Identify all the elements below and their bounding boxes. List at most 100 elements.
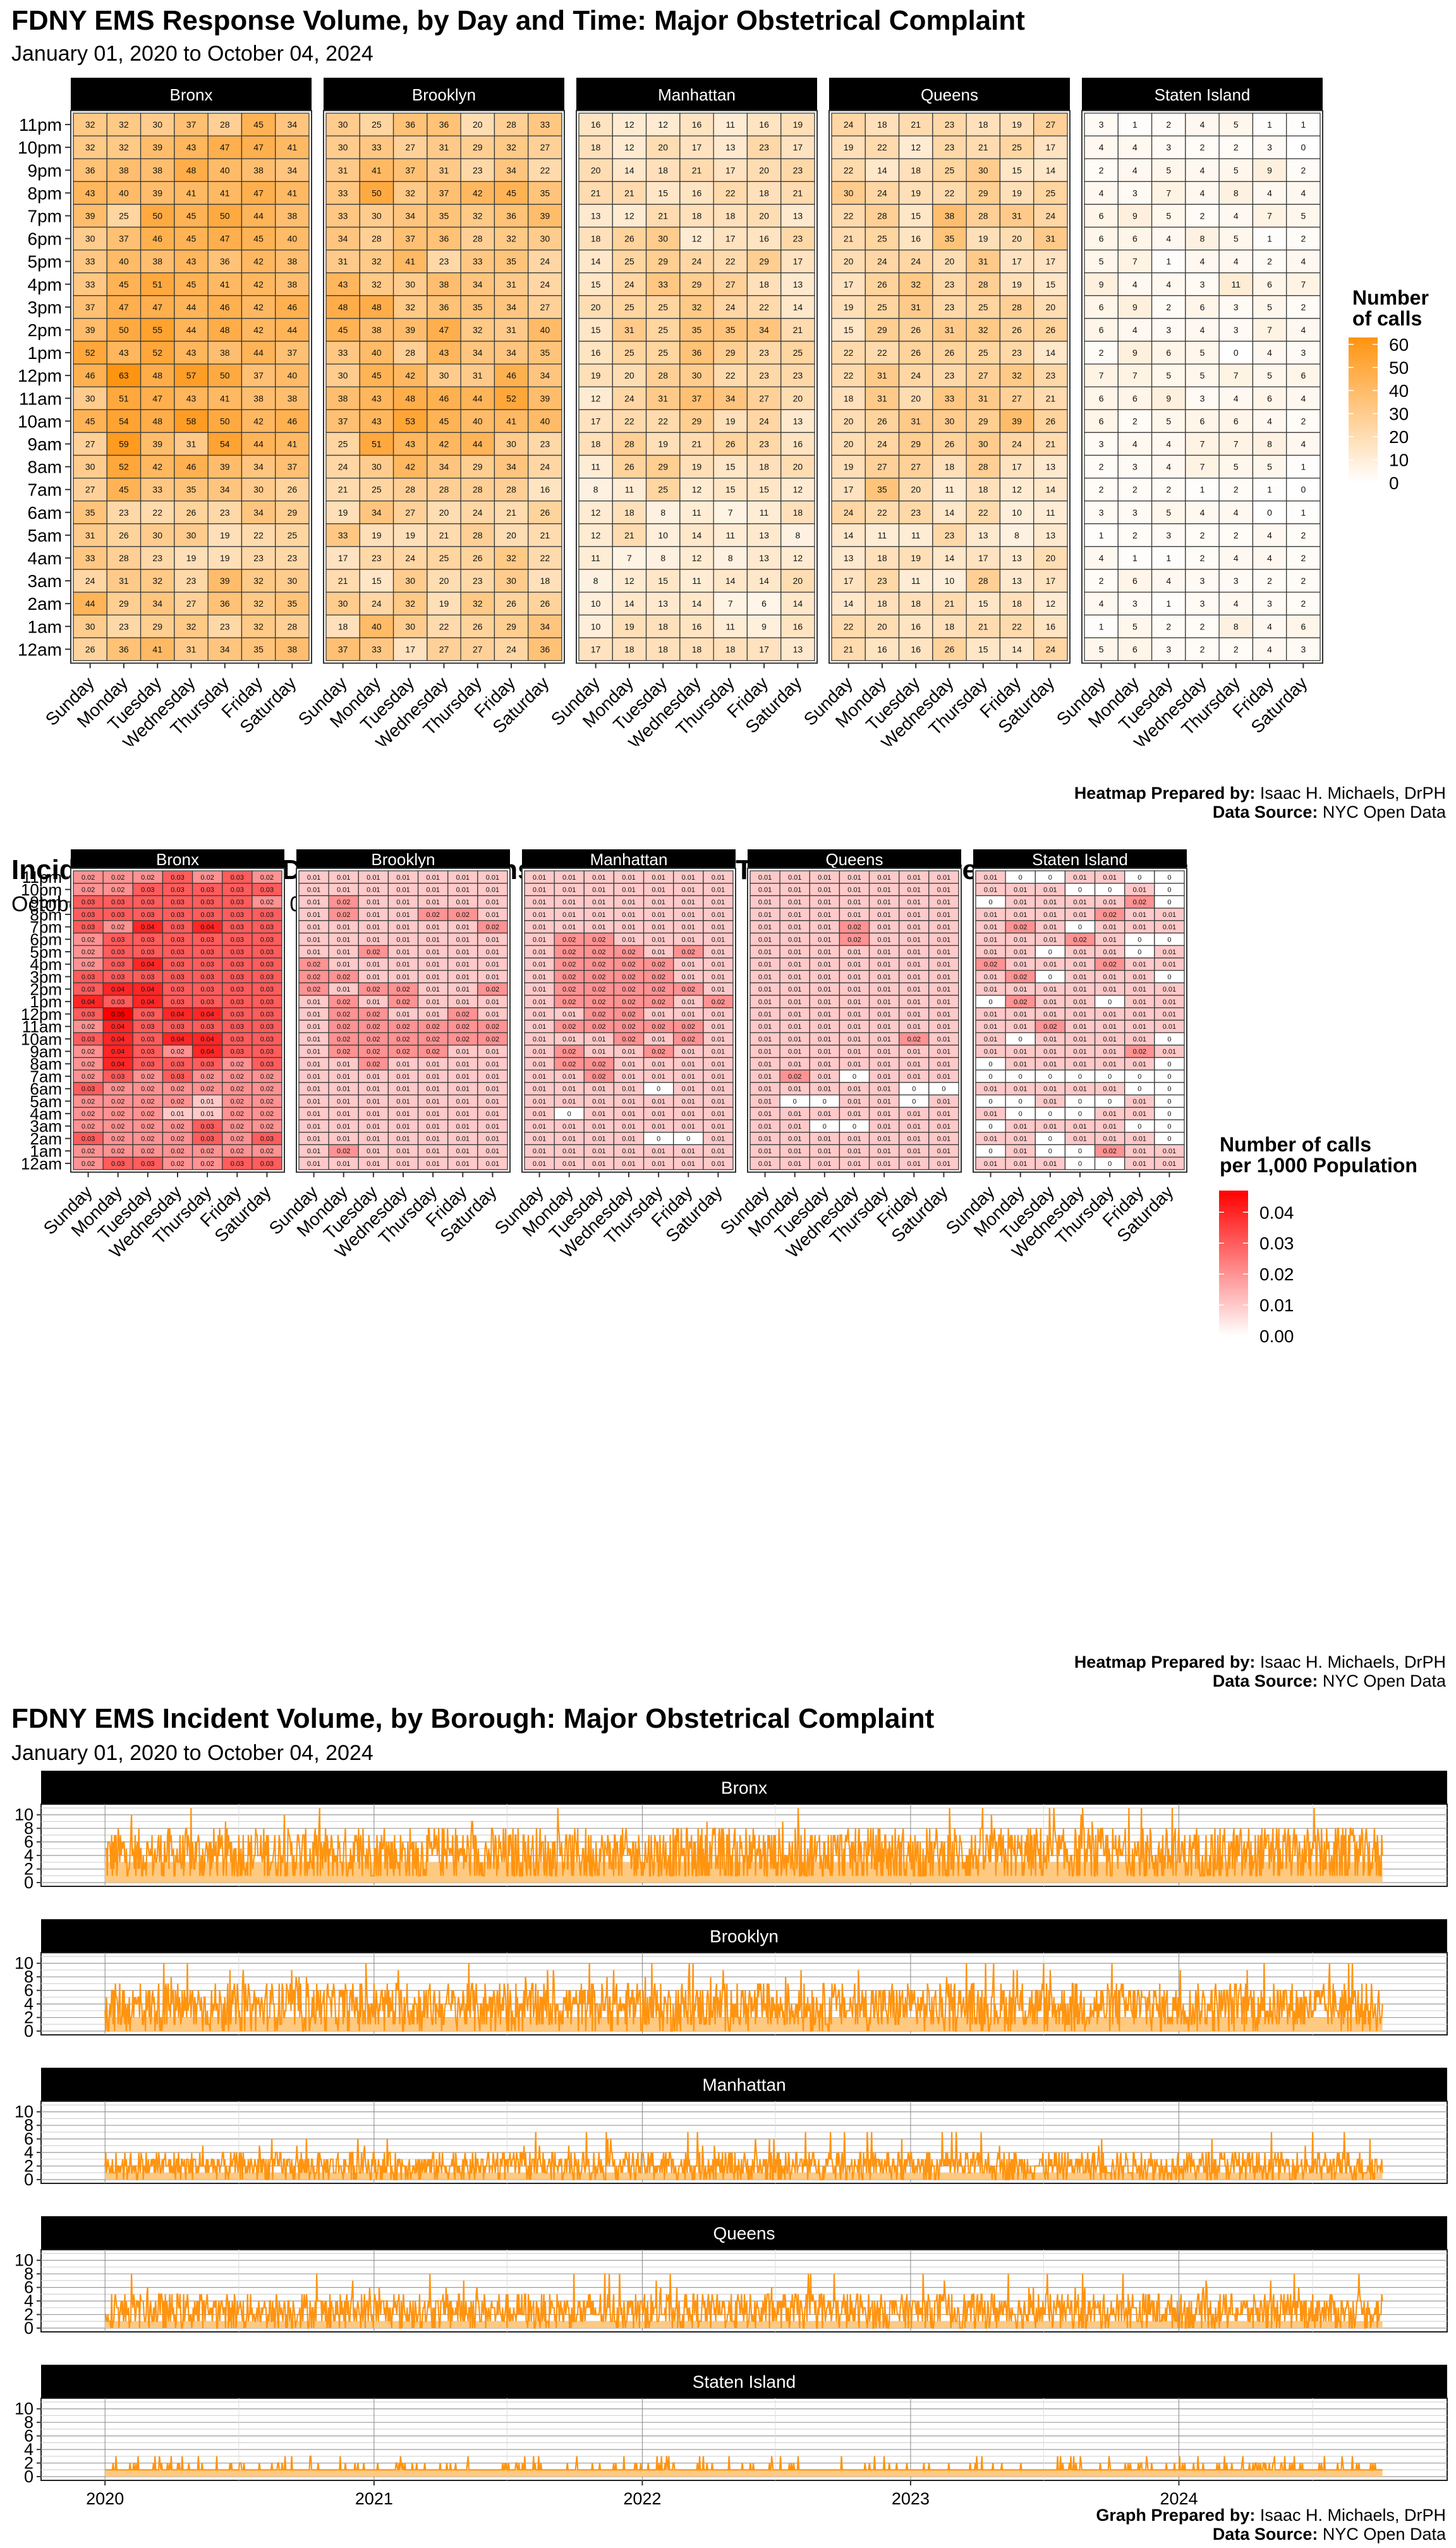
cell-value: 24 (85, 576, 95, 586)
cell-value: 0.01 (652, 1060, 665, 1068)
cell-value: 0.01 (1163, 924, 1176, 931)
heatmap-cell (140, 272, 175, 296)
cell-value: 0.01 (847, 949, 861, 956)
cell-value: 45 (253, 234, 264, 244)
cell-value: 0.03 (260, 1011, 274, 1019)
cell-value: 0.02 (141, 1073, 154, 1081)
cell-value: 0.03 (231, 924, 244, 931)
cell-value: 34 (759, 325, 769, 335)
cell-value: 3 (1132, 598, 1138, 609)
cell-value: 0.02 (622, 1011, 635, 1019)
cell-value: 0 (942, 1086, 945, 1093)
cell-value: 7 (1099, 370, 1104, 380)
heatmap-cell (275, 614, 310, 638)
heatmap-cell (392, 135, 428, 159)
cell-value: 0.03 (200, 998, 214, 1006)
cell-value: 0.02 (260, 1073, 274, 1081)
cell-value: 20 (591, 165, 601, 175)
cell-value: 2 (1301, 530, 1306, 540)
cell-value: 0.01 (337, 1073, 350, 1081)
cell-value: 20 (624, 370, 634, 380)
cell-value: 0.02 (260, 1110, 274, 1118)
cell-value: 17 (978, 553, 988, 563)
cell-value: 2 (1132, 416, 1138, 426)
cell-value: 0 (1048, 1110, 1052, 1118)
cell-value: 30 (506, 576, 516, 586)
cell-value: 46 (288, 416, 298, 426)
cell-value: 35 (725, 325, 736, 335)
heatmap-cell (460, 363, 495, 387)
cell-value: 0.01 (396, 973, 410, 981)
cell-value: 0.02 (367, 1036, 380, 1043)
cell-value: 41 (186, 188, 197, 198)
cell-value: 40 (540, 325, 550, 335)
heatmap-cell (241, 614, 276, 638)
cell-value: 11 (591, 553, 600, 563)
cell-value: 2 (1301, 165, 1306, 175)
legend-rate: Number of calls per 1,000 Population (1220, 1134, 1417, 1176)
cell-value: 14 (1046, 165, 1056, 175)
heatmap-cell (140, 614, 175, 638)
cell-value: 0.01 (907, 973, 921, 981)
legend-title-line1: Number of calls (1220, 1133, 1372, 1156)
cell-value: 48 (220, 325, 230, 335)
cell-value: 0.02 (260, 1123, 274, 1131)
cell-value: 0.01 (877, 973, 890, 981)
heatmap-cell (106, 432, 142, 456)
cell-value: 41 (288, 142, 298, 152)
cell-value: 0.01 (367, 1098, 380, 1105)
cell-value: 2 (1099, 462, 1104, 472)
cell-value: 0.01 (984, 874, 997, 882)
cell-value: 14 (624, 598, 634, 609)
cell-value: 11 (760, 507, 769, 518)
cell-value: 2 (1132, 485, 1138, 495)
cell-value: 0.02 (337, 1036, 350, 1043)
heatmap-cell (207, 318, 243, 342)
cell-value: 29 (473, 462, 483, 472)
cell-value: 0 (1019, 1036, 1022, 1043)
cell-value: 14 (945, 553, 955, 563)
cell-value: 3 (1301, 348, 1306, 358)
cell-value: 32 (186, 621, 197, 631)
cell-value: 34 (338, 234, 348, 244)
heatmap-cell (528, 341, 562, 365)
cell-value: 8 (728, 553, 733, 563)
cell-value: 0.02 (231, 1148, 244, 1155)
area-fill (105, 2470, 1383, 2477)
heatmap-cell (241, 409, 276, 434)
cell-value: 12 (692, 485, 702, 495)
cell-value: 0.01 (592, 1036, 605, 1043)
cell-value: 0.01 (592, 1086, 605, 1093)
heatmap-cell (174, 569, 209, 593)
cell-value: 0.01 (426, 973, 439, 981)
cell-value: 0.01 (622, 1060, 635, 1068)
cell-value: 30 (152, 530, 162, 540)
cell-value: 0.01 (847, 911, 861, 919)
cell-value: 16 (692, 621, 702, 631)
strip-label: Queens (825, 850, 883, 869)
cell-value: 37 (119, 234, 129, 244)
cell-value: 0.01 (337, 1110, 350, 1118)
cell-value: 39 (540, 393, 550, 403)
cell-value: 0.01 (533, 1023, 546, 1031)
heatmap-cell (578, 386, 613, 410)
cell-value: 33 (338, 188, 348, 198)
cell-value: 0.03 (200, 936, 214, 943)
cell-value: 2 (1301, 598, 1306, 609)
y-tick-label: 8am (28, 458, 62, 477)
caption-source-value: NYC Open Data (1318, 1671, 1446, 1690)
cell-value: 0.01 (396, 1060, 410, 1068)
cell-value: 0.01 (1163, 1048, 1176, 1056)
cell-value: 0.01 (456, 973, 470, 981)
cell-value: 0.01 (622, 1123, 635, 1131)
cell-value: 31 (338, 165, 348, 175)
cell-value: 5 (1234, 165, 1239, 175)
cell-value: 0.02 (171, 1086, 184, 1093)
cell-value: 0 (1167, 1086, 1171, 1093)
cell-value: 17 (1012, 462, 1022, 472)
cell-value: 2 (1200, 530, 1205, 540)
cell-value: 0.01 (622, 1148, 635, 1155)
cell-value: 0.01 (1103, 874, 1116, 882)
cell-value: 4 (1301, 393, 1306, 403)
